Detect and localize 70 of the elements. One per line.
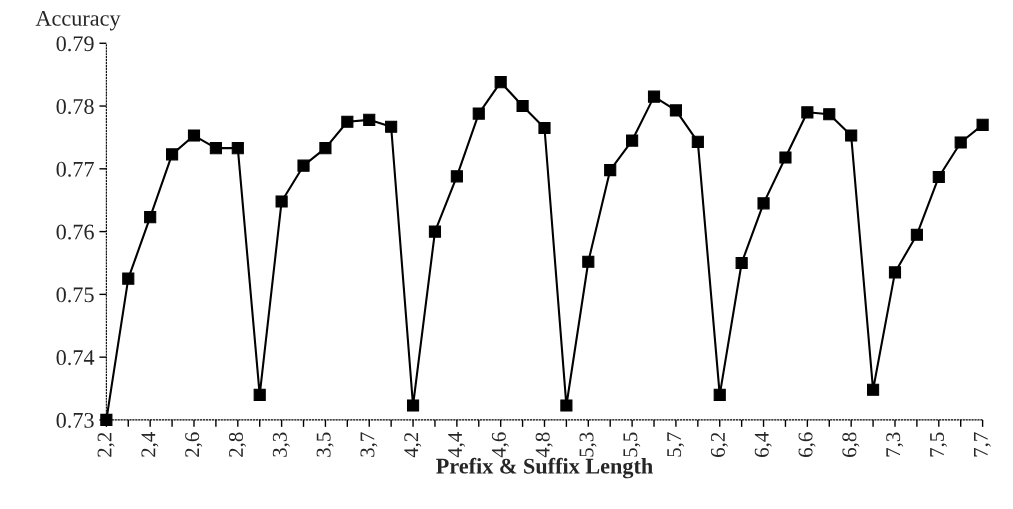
point (976, 118, 989, 131)
x-tick-label: 2,8 (228, 432, 247, 457)
point (691, 135, 704, 148)
x-tick-label: 5,7 (667, 432, 685, 457)
point (779, 151, 792, 164)
point (406, 399, 420, 412)
y-tick-label: 0.73 (56, 412, 94, 428)
point (888, 266, 902, 279)
x-tick-label: 3,3 (272, 432, 290, 457)
point (231, 142, 244, 155)
y-tick-label: 0.75 (56, 287, 94, 303)
point (341, 115, 354, 128)
point (450, 170, 463, 183)
y-tick-label: 0.76 (56, 224, 94, 240)
point (910, 228, 923, 241)
point (560, 399, 573, 412)
x-tick-label: 4,6 (491, 432, 509, 458)
x-tick-label: 2,4 (141, 432, 159, 457)
point (626, 134, 639, 147)
point (209, 142, 222, 155)
x-tick-label: 3,7 (360, 432, 378, 457)
y-tick-label: 0.74 (56, 350, 95, 366)
point (867, 383, 880, 396)
x-tick-label: 5,3 (579, 432, 597, 457)
x-tick-label: 2,2 (97, 432, 115, 457)
x-tick-label: 2,6 (185, 432, 203, 457)
point (845, 129, 858, 142)
point (713, 388, 726, 401)
x-tick-label: 6,4 (754, 432, 772, 457)
x-tick-label: 7,5 (930, 432, 948, 457)
point (954, 136, 967, 149)
point (275, 195, 288, 208)
point (669, 104, 682, 117)
point (472, 107, 485, 120)
point (297, 159, 310, 172)
x-tick-label: 3,5 (316, 432, 334, 457)
x-tick-label: 7,3 (886, 432, 904, 457)
x-tick-label: 6,2 (710, 432, 728, 457)
x-axis-title: Prefix & Suffix Length (436, 457, 653, 479)
y-tick-label: 0.79 (56, 36, 94, 52)
x-tick-label: 4,2 (404, 432, 422, 458)
y-tick-label: 0.78 (56, 98, 94, 115)
point (187, 129, 201, 142)
y-axis-title: Accuracy (35, 10, 121, 31)
point (144, 211, 157, 224)
x-tick-label: 4,4 (448, 432, 466, 458)
point (932, 170, 945, 184)
point (253, 388, 266, 401)
x-tick-label: 4,8 (535, 432, 553, 458)
point (582, 255, 595, 268)
x-tick-label: 6,6 (798, 432, 816, 457)
point (319, 142, 332, 155)
x-tick-label: 7,7 (973, 432, 991, 457)
point (757, 197, 770, 210)
x-tick-label: 5,5 (623, 432, 641, 457)
point (823, 108, 836, 121)
point (647, 90, 661, 103)
point (516, 99, 529, 113)
point (122, 272, 135, 285)
point (604, 164, 617, 177)
x-tick-label: 6,8 (842, 432, 860, 457)
point (494, 76, 507, 89)
point (735, 256, 748, 270)
point (538, 121, 551, 135)
y-tick-label: 0.77 (56, 161, 94, 177)
point (166, 148, 179, 161)
point (363, 113, 376, 126)
point (801, 106, 814, 119)
point (385, 120, 398, 133)
point (428, 225, 442, 238)
